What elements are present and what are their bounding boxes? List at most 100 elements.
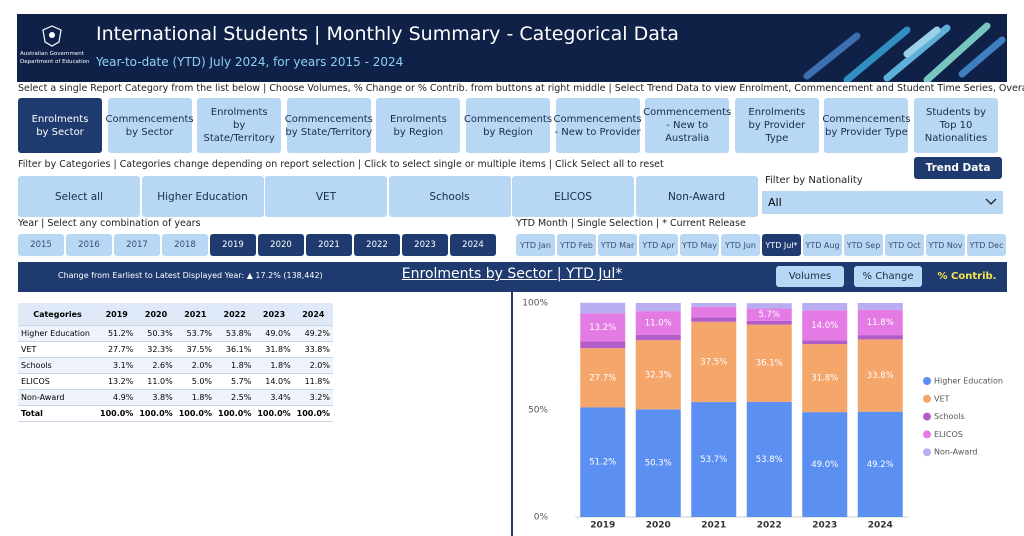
bar-segment [857,309,903,336]
bar-segment [857,335,903,340]
table-row: VET 27.7% 32.3% 37.5% 36.1% 31.8% 33.8% [18,341,333,358]
x-tick-label: 2022 [757,521,782,531]
bar-segment [580,302,626,314]
year-button[interactable]: 2021 [306,234,352,256]
bar-segment [802,340,848,345]
filter-button[interactable]: Select all [18,176,140,217]
header [17,14,1007,82]
table-cell: 13.2% [97,373,137,390]
table-cell: 2.6% [136,357,176,374]
report-button[interactable]: Commencements - New to Provider [554,98,642,153]
report-button[interactable]: Commencements by Region [464,98,552,153]
year-button[interactable]: 2016 [66,234,112,256]
table-row: Schools 3.1% 2.6% 2.0% 1.8% 1.8% 2.0% [18,357,333,374]
table-cell: 37.5% [175,341,216,358]
bar-segment [580,341,626,349]
month-button[interactable]: YTD Dec [967,234,1006,256]
bar-segment [802,344,848,413]
data-label: 51.2% [589,458,616,468]
view-button[interactable]: Volumes [776,266,844,287]
year-button[interactable]: 2020 [258,234,304,256]
month-button[interactable]: YTD Sep [844,234,883,256]
bar-segment [691,306,737,318]
data-label: 31.8% [811,374,838,384]
data-label: 5.7% [758,310,780,320]
filter-button[interactable]: VET [265,176,387,217]
chart: 0% 50% 100% 51.2% 27.7% 13.2% 2019 50.3% 32.3% 11… [522,299,1003,531]
month-button[interactable]: YTD Nov [926,234,965,256]
nationality-label: Filter by Nationality [765,175,863,186]
report-button[interactable]: Commencements by State/Territory [285,98,373,153]
table-cell: 2022 [215,303,255,326]
filter-button[interactable]: Schools [388,176,511,217]
month-button[interactable]: YTD Jan [516,234,555,256]
year-button[interactable]: 2019 [210,234,256,256]
bar-segment [691,317,737,322]
legend-marker [923,448,931,457]
x-tick-label: 2019 [590,521,615,531]
report-button[interactable]: Students by Top 10 Nationalities [914,98,998,153]
month-button[interactable]: YTD Jun [721,234,760,256]
legend-label: Non-Award [934,448,977,457]
year-button[interactable]: 2024 [450,234,496,256]
bar-segment [691,303,737,307]
table-cell: 2.5% [215,389,255,406]
instructions: Select a single Report Category from the… [18,83,1024,94]
month-button[interactable]: YTD May [680,234,719,256]
table-cell: 51.2% [97,325,137,342]
x-tick-label: 2020 [646,521,671,531]
nationality-dropdown[interactable]: All [762,191,1003,214]
legend-marker [923,377,931,385]
report-button[interactable]: Enrolments by Sector [18,98,102,153]
year-button[interactable]: 2015 [18,234,64,256]
table-row: Higher Education 51.2% 50.3% 53.7% 53.8% 49.0… [18,325,333,342]
year-button[interactable]: 2023 [402,234,448,256]
table-cell: 2023 [254,303,294,326]
table-cell: 49.0% [254,325,294,342]
report-button[interactable]: Enrolments by Region [376,98,461,153]
table-cell: Higher Education [18,325,98,342]
month-button[interactable]: YTD Oct [885,234,924,256]
year-button[interactable]: 2017 [114,234,160,256]
x-tick-label: 2024 [868,521,893,531]
report-button[interactable]: Enrolments by Provider Type [734,98,819,153]
table-cell: VET [18,341,98,358]
year-label: Year | Select any combination of years [18,218,201,229]
table-cell: 14.0% [254,373,294,390]
data-label: 27.7% [589,373,616,383]
filter-button[interactable]: Higher Education [141,176,264,217]
table-cell: Non-Award [18,389,98,406]
trend-button[interactable]: Trend Data [914,157,1002,179]
table-cell: 50.3% [136,325,176,342]
table-cell: 3.8% [136,389,176,406]
view-button[interactable]: % Change [854,266,922,287]
view-button-active[interactable]: % Contrib. [937,271,997,282]
bar-segment [580,348,626,408]
table-cell: 2.0% [293,357,333,374]
bar-segment [580,407,626,517]
month-button[interactable]: YTD Jul* [762,234,801,256]
month-button[interactable]: YTD Mar [598,234,637,256]
filter-button[interactable]: Non-Award [635,176,758,217]
report-button[interactable]: Commencements by Sector [106,98,194,153]
table-cell: 3.2% [293,389,333,406]
year-button[interactable]: 2018 [162,234,208,256]
month-button[interactable]: YTD Apr [639,234,678,256]
report-button[interactable]: Enrolments by State/Territory [197,98,282,153]
table-cell: 11.0% [136,373,176,390]
legend-label: Schools [934,412,965,421]
data-label: 14.0% [811,321,838,331]
month-button[interactable]: YTD Aug [803,234,842,256]
y-tick-label: 100% [522,299,548,309]
filter-button[interactable]: ELICOS [512,176,634,217]
report-button[interactable]: Commencements by Provider Type [822,98,910,153]
table-cell: 4.9% [97,389,137,406]
report-button[interactable]: Commencements - New to Australia [643,98,731,153]
year-button[interactable]: 2022 [354,234,400,256]
table-cell: 100.0% [293,405,333,422]
month-button[interactable]: YTD Feb [557,234,596,256]
bar-segment [691,402,737,517]
table-cell: 1.8% [215,357,255,374]
table-cell: 3.4% [254,389,294,406]
bar-segment [746,303,792,309]
